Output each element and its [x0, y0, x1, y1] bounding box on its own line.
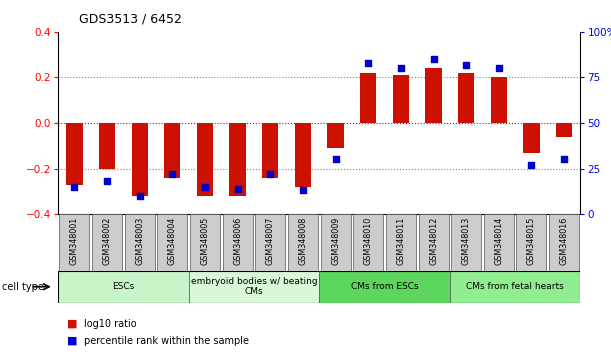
Text: GSM348002: GSM348002 — [103, 217, 112, 266]
Text: percentile rank within the sample: percentile rank within the sample — [84, 336, 249, 346]
Bar — [393, 75, 409, 123]
Text: GSM348015: GSM348015 — [527, 217, 536, 266]
Text: GSM348008: GSM348008 — [298, 217, 307, 265]
Text: GSM348013: GSM348013 — [462, 217, 470, 265]
Point — [135, 193, 145, 199]
Point — [461, 62, 471, 68]
Text: ■: ■ — [67, 336, 78, 346]
Text: GSM348016: GSM348016 — [560, 217, 569, 265]
Bar — [360, 73, 376, 123]
Bar — [262, 123, 279, 178]
Text: embryoid bodies w/ beating
CMs: embryoid bodies w/ beating CMs — [191, 277, 317, 296]
Text: GDS3513 / 6452: GDS3513 / 6452 — [79, 12, 182, 25]
Bar — [549, 214, 579, 271]
Bar — [99, 123, 115, 169]
Text: GSM348007: GSM348007 — [266, 217, 275, 266]
Point — [527, 162, 536, 168]
Bar — [491, 78, 507, 123]
Text: GSM348001: GSM348001 — [70, 217, 79, 265]
Bar — [523, 123, 540, 153]
Text: GSM348003: GSM348003 — [135, 217, 144, 265]
Bar — [230, 123, 246, 196]
Bar — [189, 271, 320, 303]
Text: GSM348004: GSM348004 — [168, 217, 177, 265]
Point — [233, 186, 243, 192]
Text: ■: ■ — [67, 319, 78, 329]
Text: ESCs: ESCs — [112, 282, 134, 291]
Bar — [131, 123, 148, 196]
Point — [396, 65, 406, 71]
Point — [265, 171, 275, 177]
Point — [559, 156, 569, 162]
Bar — [222, 214, 252, 271]
Bar — [321, 214, 351, 271]
Bar — [450, 271, 580, 303]
Bar — [59, 214, 89, 271]
Point — [298, 188, 308, 193]
Point — [167, 171, 177, 177]
Bar — [157, 214, 188, 271]
Bar — [92, 214, 122, 271]
Bar — [197, 123, 213, 196]
Bar — [66, 123, 82, 184]
Point — [429, 56, 439, 62]
Bar — [425, 68, 442, 123]
Point — [331, 156, 340, 162]
Bar — [386, 214, 416, 271]
Bar — [58, 271, 189, 303]
Text: GSM348014: GSM348014 — [494, 217, 503, 265]
Text: GSM348010: GSM348010 — [364, 217, 373, 265]
Text: CMs from fetal hearts: CMs from fetal hearts — [466, 282, 564, 291]
Bar — [451, 214, 481, 271]
Text: GSM348009: GSM348009 — [331, 217, 340, 266]
Point — [494, 65, 503, 71]
Text: GSM348011: GSM348011 — [397, 217, 405, 265]
Point — [102, 178, 112, 184]
Text: GSM348012: GSM348012 — [429, 217, 438, 266]
Bar — [516, 214, 546, 271]
Bar — [320, 271, 450, 303]
Bar — [255, 214, 285, 271]
Text: log10 ratio: log10 ratio — [84, 319, 137, 329]
Bar — [190, 214, 220, 271]
Point — [70, 184, 79, 190]
Bar — [419, 214, 448, 271]
Bar — [327, 123, 344, 148]
Text: CMs from ESCs: CMs from ESCs — [351, 282, 419, 291]
Bar — [125, 214, 155, 271]
Text: cell type: cell type — [2, 282, 44, 292]
Text: GSM348006: GSM348006 — [233, 217, 242, 265]
Point — [200, 184, 210, 190]
Bar — [164, 123, 180, 178]
Text: GSM348005: GSM348005 — [200, 217, 210, 266]
Bar — [288, 214, 318, 271]
Bar — [458, 73, 474, 123]
Bar — [556, 123, 573, 137]
Point — [364, 60, 373, 66]
Bar — [295, 123, 311, 187]
Bar — [484, 214, 514, 271]
Bar — [353, 214, 383, 271]
